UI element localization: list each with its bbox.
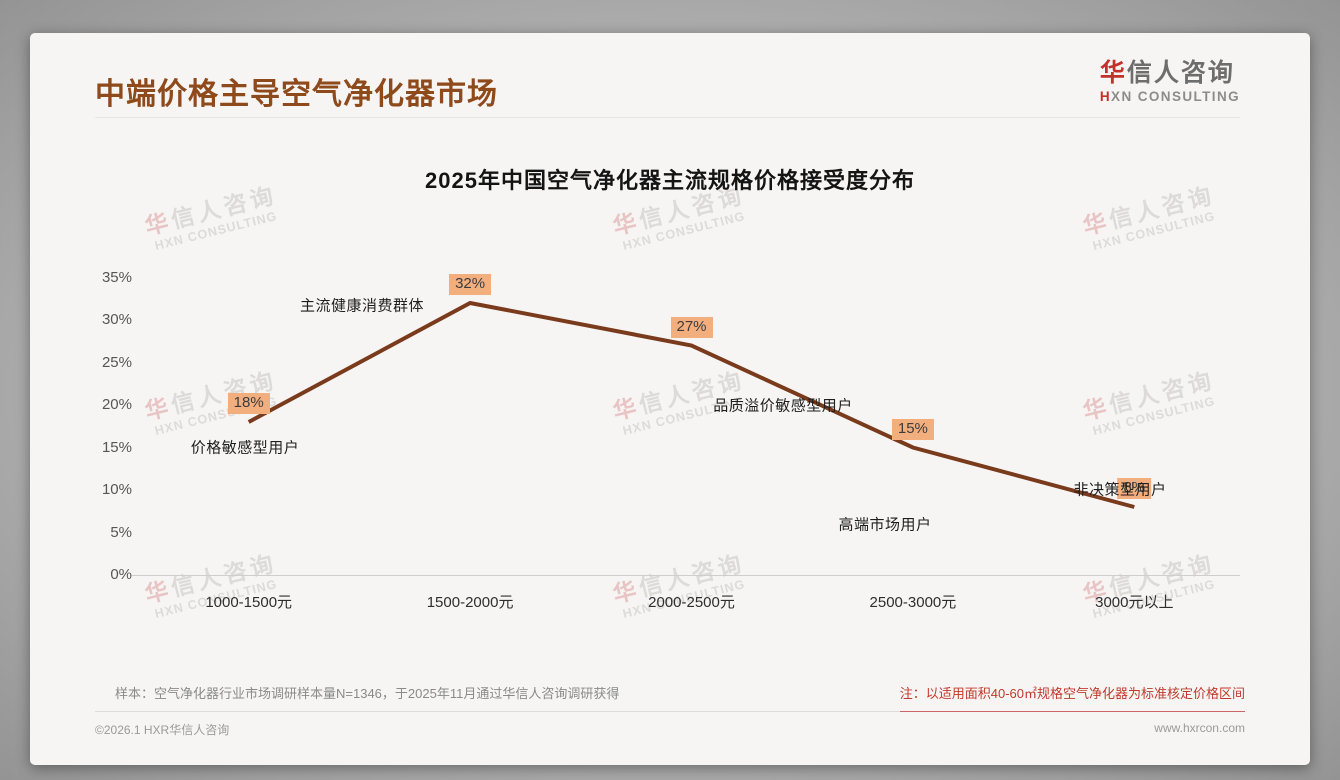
data-point-value-label: 8% [1117,478,1152,499]
trend-line-svg [247,300,1135,509]
logo-cn-rest: 信人咨询 [1126,59,1235,87]
y-tick-label: 20% [101,396,132,413]
sample-note: 样本：空气净化器行业市场调研样本量N=1346，于2025年11月通过华信人咨询… [115,686,620,701]
page-title: 中端价格主导空气净化器市场 [95,78,498,111]
report-card: 中端价格主导空气净化器市场 华信人咨询 HXN CONSULTING 华信人咨询… [30,33,1310,765]
segment-annotation: 主流健康消费群体 [299,297,425,315]
logo-cn-accent: 华 [1099,59,1127,87]
logo-english-name: HXN CONSULTING [1099,88,1240,105]
segment-annotation: 非决策型用户 [1073,481,1167,499]
logo-chinese-name: 华信人咨询 [1099,59,1240,88]
data-point-value-label: 27% [670,316,713,338]
y-tick-label: 15% [101,438,132,456]
data-point-value-label: 18% [227,393,270,414]
data-point-value-label: 32% [449,274,492,295]
y-tick-label: 0% [110,566,132,583]
x-axis-line [132,575,1240,576]
header-divider [95,117,1240,118]
x-tick-label: 1500-2000元 [426,594,514,611]
footnote-row: 样本：空气净化器行业市场调研样本量N=1346，于2025年11月通过华信人咨询… [95,683,1245,712]
price-basis-note: 注：以适用面积40-60㎡规格空气净化器为标准核定价格区间 [899,683,1245,712]
logo-en-accent: H [1099,88,1112,104]
copyright-row: ©2026.1 HXR华信人咨询 www.hxrcon.com [95,721,1245,738]
y-tick-label: 10% [101,481,132,498]
copyright-text: ©2026.1 HXR华信人咨询 [95,723,230,737]
segment-annotation: 品质溢价敏感型用户 [713,397,853,415]
data-point-value-label: 15% [891,418,934,440]
y-tick-label: 35% [101,268,132,286]
chart-title: 2025年中国空气净化器主流规格价格接受度分布 [425,168,915,193]
segment-annotation: 高端市场用户 [838,516,932,534]
y-tick-label: 25% [101,353,132,371]
x-tick-label: 1000-1500元 [205,594,293,611]
website-url: www.hxrcon.com [1154,721,1245,735]
company-logo: 华信人咨询 HXN CONSULTING [1099,59,1240,105]
segment-annotation: 价格敏感型用户 [190,439,300,457]
y-tick-label: 5% [110,523,132,541]
y-tick-label: 30% [101,311,132,328]
x-tick-label: 2500-3000元 [869,594,957,611]
x-tick-label: 3000元以上 [1095,594,1174,611]
acceptance-trend-line [247,300,1135,509]
logo-en-rest: XN CONSULTING [1111,88,1240,104]
x-tick-label: 2000-2500元 [648,594,735,611]
